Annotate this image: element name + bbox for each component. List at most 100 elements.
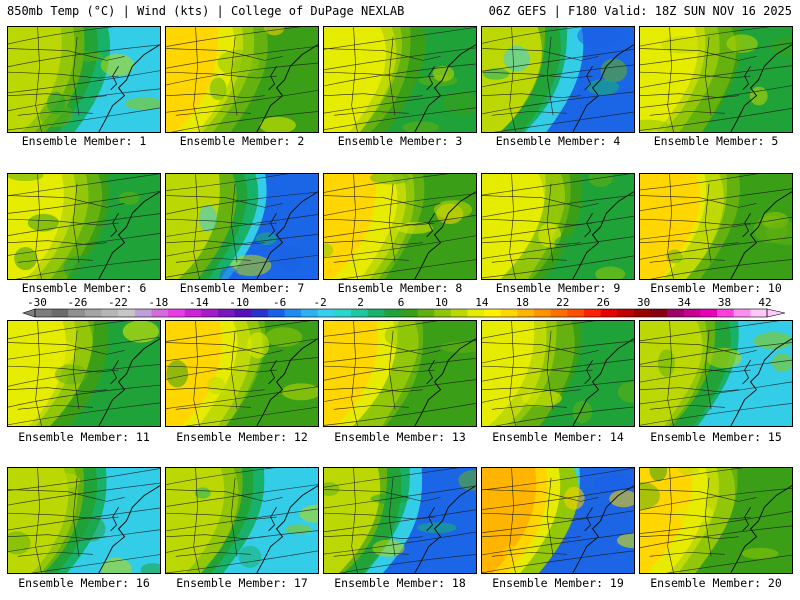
colorbar-swatch (251, 309, 269, 317)
colorbar-swatch (151, 309, 169, 317)
member-caption-19: Ensemble Member: 19 (492, 576, 624, 590)
ensemble-map-10 (639, 173, 793, 280)
colorbar-swatch (717, 309, 735, 317)
colorbar-swatch (467, 309, 485, 317)
colorbar-tick-label: -6 (273, 296, 286, 309)
colorbar-frame (34, 308, 768, 318)
temperature-colorbar: -30 -26 -22 -18 -14 -10 -6 -2 2 6 10 14 18 22 26 30 34 38… (0, 296, 800, 320)
ensemble-map-5 (639, 26, 793, 133)
member-caption-8: Ensemble Member: 8 (337, 281, 463, 295)
colorbar-swatch (600, 309, 618, 317)
colorbar-swatch (301, 309, 319, 317)
colorbar-swatch (401, 309, 419, 317)
colorbar-swatch (218, 309, 236, 317)
colorbar-swatch (450, 309, 468, 317)
map-title: 850mb Temp (°C) | Wind (kts) | College o… (7, 4, 405, 18)
colorbar-tick-label: -30 (27, 296, 47, 309)
colorbar-swatch (633, 309, 651, 317)
colorbar-swatch (567, 309, 585, 317)
colorbar-swatch (317, 309, 335, 317)
colorbar-swatch (417, 309, 435, 317)
ensemble-map-4 (481, 26, 635, 133)
colorbar-swatch (51, 309, 69, 317)
colorbar-swatch (500, 309, 518, 317)
member-caption-11: Ensemble Member: 11 (18, 430, 150, 444)
colorbar-swatch (434, 309, 452, 317)
colorbar-swatch (334, 309, 352, 317)
colorbar-swatch (617, 309, 635, 317)
colorbar-swatch (534, 309, 552, 317)
colorbar-tick-label: 14 (475, 296, 489, 309)
colorbar-tick-label: 18 (516, 296, 529, 309)
member-caption-20: Ensemble Member: 20 (650, 576, 782, 590)
colorbar-swatch (700, 309, 718, 317)
ensemble-map-15 (639, 320, 793, 427)
colorbar-swatch (550, 309, 568, 317)
ensemble-map-19 (481, 467, 635, 574)
colorbar-swatch (584, 309, 602, 317)
member-caption-3: Ensemble Member: 3 (337, 134, 463, 148)
member-caption-17: Ensemble Member: 17 (176, 576, 308, 590)
ensemble-map-3 (323, 26, 477, 133)
colorbar-swatch (733, 309, 751, 317)
member-caption-2: Ensemble Member: 2 (179, 134, 305, 148)
colorbar-swatch (84, 309, 102, 317)
colorbar-tick-label: -26 (68, 296, 88, 309)
valid-time: 06Z GEFS | F180 Valid: 18Z SUN NOV 16 20… (488, 4, 792, 18)
colorbar-tick-label: -2 (313, 296, 326, 309)
member-caption-14: Ensemble Member: 14 (492, 430, 624, 444)
colorbar-swatch (101, 309, 119, 317)
ensemble-map-8 (323, 173, 477, 280)
colorbar-tick-label: 42 (758, 296, 771, 309)
colorbar-swatch (351, 309, 369, 317)
colorbar-swatch (184, 309, 202, 317)
colorbar-swatch (667, 309, 685, 317)
ensemble-map-18 (323, 467, 477, 574)
colorbar-swatch (484, 309, 502, 317)
ensemble-map-12 (165, 320, 319, 427)
colorbar-tick-label: 38 (718, 296, 731, 309)
ensemble-map-14 (481, 320, 635, 427)
member-caption-18: Ensemble Member: 18 (334, 576, 466, 590)
colorbar-swatch (267, 309, 285, 317)
ensemble-map-11 (7, 320, 161, 427)
colorbar-tick-label: -22 (108, 296, 128, 309)
colorbar-swatch (35, 309, 53, 317)
colorbar-tick-label: -10 (229, 296, 249, 309)
member-caption-16: Ensemble Member: 16 (18, 576, 150, 590)
ensemble-map-9 (481, 173, 635, 280)
colorbar-tick-label: 26 (597, 296, 610, 309)
colorbar-swatch (650, 309, 668, 317)
member-caption-5: Ensemble Member: 5 (653, 134, 779, 148)
ensemble-map-1 (7, 26, 161, 133)
colorbar-tick-label: 2 (357, 296, 364, 309)
colorbar-swatch (168, 309, 186, 317)
colorbar-tick-label: 10 (435, 296, 448, 309)
ensemble-map-13 (323, 320, 477, 427)
colorbar-swatch (134, 309, 152, 317)
colorbar-swatch (68, 309, 86, 317)
colorbar-swatch (384, 309, 402, 317)
member-caption-13: Ensemble Member: 13 (334, 430, 466, 444)
colorbar-swatch (201, 309, 219, 317)
ensemble-map-17 (165, 467, 319, 574)
ensemble-map-2 (165, 26, 319, 133)
colorbar-arrow-left (22, 308, 36, 318)
member-caption-1: Ensemble Member: 1 (21, 134, 147, 148)
member-caption-12: Ensemble Member: 12 (176, 430, 308, 444)
member-caption-10: Ensemble Member: 10 (650, 281, 782, 295)
colorbar-swatch (367, 309, 385, 317)
colorbar-tick-label: -14 (189, 296, 209, 309)
colorbar-swatch (284, 309, 302, 317)
colorbar-swatch (750, 309, 768, 317)
ensemble-map-20 (639, 467, 793, 574)
colorbar-swatch (234, 309, 252, 317)
member-caption-7: Ensemble Member: 7 (179, 281, 305, 295)
colorbar-tick-label: -18 (148, 296, 168, 309)
colorbar-tick-label: 6 (398, 296, 405, 309)
member-caption-9: Ensemble Member: 9 (495, 281, 621, 295)
member-caption-6: Ensemble Member: 6 (21, 281, 147, 295)
member-caption-15: Ensemble Member: 15 (650, 430, 782, 444)
colorbar-swatch (517, 309, 535, 317)
colorbar-swatch (683, 309, 701, 317)
